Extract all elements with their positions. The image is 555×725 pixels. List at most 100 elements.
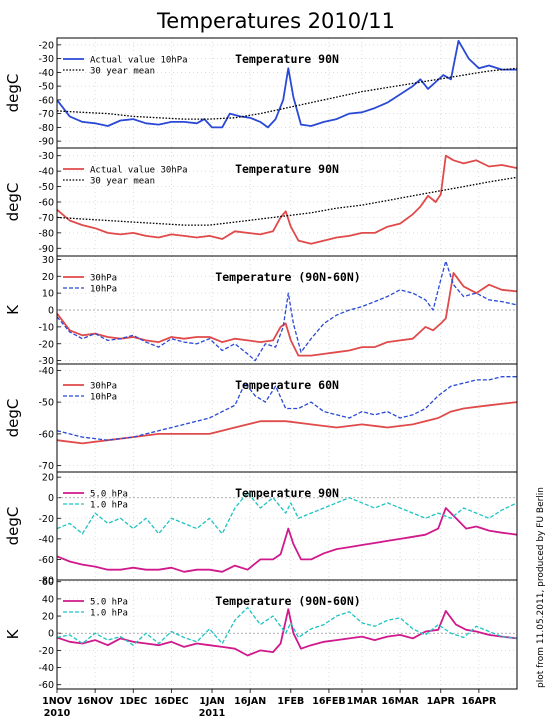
y-tick-label: 30 xyxy=(42,255,54,266)
panel-title: Temperature 60N xyxy=(235,378,339,392)
y-tick-label: -20 xyxy=(38,339,54,350)
y-tick-label: -60 xyxy=(38,198,54,209)
legend-label: 30 year mean xyxy=(90,177,155,187)
y-tick-label: 20 xyxy=(42,612,54,623)
x-tick-label: 16MAR xyxy=(381,696,419,707)
y-tick-label: -20 xyxy=(38,646,54,657)
legend-label: 1.0 hPa xyxy=(90,501,128,511)
x-axis: 1NOV 16NOV 1DEC 16DEC 1JAN 16JAN 1FEB 16FEB 1MAR… xyxy=(42,689,497,719)
y-tick-label: 0 xyxy=(48,306,54,317)
y-axis-label: degC xyxy=(4,74,22,113)
y-tick-label: 10 xyxy=(42,289,54,300)
y-tick-label: -80 xyxy=(38,576,54,587)
y-tick-label: -30 xyxy=(38,151,54,162)
series-line-1 xyxy=(56,39,517,129)
panel-6: -60 -40 -20 0 20 40 60 K Temperature (90N-60N) 5.… xyxy=(4,577,518,691)
legend-label: Actual value 30hPa xyxy=(90,166,188,176)
y-tick-label: 60 xyxy=(42,577,54,588)
series-line-2 xyxy=(56,491,518,535)
x-tick-label: 1FEB xyxy=(277,696,304,707)
y-tick-label: 20 xyxy=(42,473,54,484)
x-tick-label: 16NOV xyxy=(77,696,114,707)
x-tick-label: 1APR xyxy=(427,696,456,707)
series-line-1 xyxy=(56,401,518,445)
panel-4: -70 -60 -50 -40 degC Temperature 60N 30hPa10hP… xyxy=(4,363,518,473)
panel-2: -90 -80 -70 -60 -50 -40 -30 degC Temperature 90N… xyxy=(4,147,518,257)
legend-label: 10hPa xyxy=(90,393,117,403)
panel-title: Temperature 90N xyxy=(235,52,339,66)
y-axis-label: degC xyxy=(4,399,22,438)
y-tick-label: -40 xyxy=(38,68,54,79)
y-tick-label: -50 xyxy=(38,398,54,409)
series-line-2 xyxy=(56,67,518,120)
legend-label: 30hPa xyxy=(90,274,117,284)
y-tick-label: -30 xyxy=(38,356,54,367)
y-axis-label: K xyxy=(4,628,22,639)
y-tick-label: -90 xyxy=(38,137,54,148)
y-tick-label: -10 xyxy=(38,322,54,333)
y-axis-label: degC xyxy=(4,507,22,546)
y-tick-label: -80 xyxy=(38,123,54,134)
series-line-2 xyxy=(56,376,517,441)
x-tick-label: 1DEC xyxy=(119,696,147,707)
figure-title: Temperatures 2010/11 xyxy=(156,9,395,33)
y-tick-label: -70 xyxy=(38,109,54,120)
legend-label: 1.0 hPa xyxy=(90,609,128,619)
y-tick-label: -40 xyxy=(38,663,54,674)
plot-frame xyxy=(56,579,518,690)
y-tick-label: 40 xyxy=(42,594,54,605)
series-line-1 xyxy=(56,608,518,657)
credit-note: plot from 11.05.2011, produced by FU Ber… xyxy=(536,486,546,688)
panel-1: -90 -80 -70 -60 -50 -40 -30 -20 degC Temperature … xyxy=(4,37,518,149)
panel-title: Temperature (90N-60N) xyxy=(215,594,360,608)
series-line-2 xyxy=(56,606,518,646)
y-tick-label: -30 xyxy=(38,54,54,65)
y-tick-label: -60 xyxy=(38,429,54,440)
y-tick-label: -60 xyxy=(38,555,54,566)
y-axis-label: K xyxy=(4,304,22,315)
panels: -90-80-70-60-50-40-30-20degCTemperature … xyxy=(4,37,518,691)
legend-label: 5.0 hPa xyxy=(90,598,128,608)
y-tick-label: -20 xyxy=(38,514,54,525)
y-tick-label: -60 xyxy=(38,680,54,691)
series-line-2 xyxy=(56,176,518,226)
x-year-label: 2011 xyxy=(199,708,225,719)
y-tick-label: -40 xyxy=(38,366,54,377)
y-tick-label: -70 xyxy=(38,213,54,224)
y-tick-label: 0 xyxy=(48,629,54,640)
legend-label: 10hPa xyxy=(90,285,117,295)
y-tick-label: 0 xyxy=(48,493,54,504)
legend-label: 30 year mean xyxy=(90,67,155,77)
x-tick-label: 16DEC xyxy=(154,696,189,707)
y-tick-label: -50 xyxy=(38,182,54,193)
legend-label: 5.0 hPa xyxy=(90,490,128,500)
x-tick-label: 16JAN xyxy=(234,696,266,707)
panel-title: Temperature (90N-60N) xyxy=(215,270,360,284)
series-line-1 xyxy=(56,271,518,357)
y-tick-label: -20 xyxy=(38,40,54,51)
panel-5: -80 -60 -40 -20 0 20 degC Temperature 90N 5.0 hP… xyxy=(4,471,518,587)
series-line-2 xyxy=(56,260,518,362)
panel-title: Temperature 90N xyxy=(235,162,339,176)
x-tick-label: 16APR xyxy=(461,696,497,707)
y-tick-label: -40 xyxy=(38,167,54,178)
panel-3: -30 -20 -10 0 10 20 30 K Temperature (90N-60N) 30… xyxy=(4,255,518,367)
x-tick-label: 16FEB xyxy=(312,696,345,707)
x-year-label: 2010 xyxy=(44,708,71,719)
legend-label: Actual value 10hPa xyxy=(90,56,188,66)
series-line-1 xyxy=(56,154,518,245)
legend-label: 30hPa xyxy=(90,382,117,392)
y-tick-label: -50 xyxy=(38,82,54,93)
panel-title: Temperature 90N xyxy=(235,486,339,500)
y-tick-label: 20 xyxy=(42,272,54,283)
series-line-1 xyxy=(56,507,518,573)
y-tick-label: -90 xyxy=(38,244,54,255)
x-tick-label: 1NOV xyxy=(42,696,72,707)
y-tick-label: -80 xyxy=(38,228,54,239)
y-tick-label: -70 xyxy=(38,461,54,472)
y-tick-label: -60 xyxy=(38,95,54,106)
x-tick-label: 1JAN xyxy=(199,696,224,707)
y-axis-label: degC xyxy=(4,183,22,222)
y-tick-label: -40 xyxy=(38,534,54,545)
